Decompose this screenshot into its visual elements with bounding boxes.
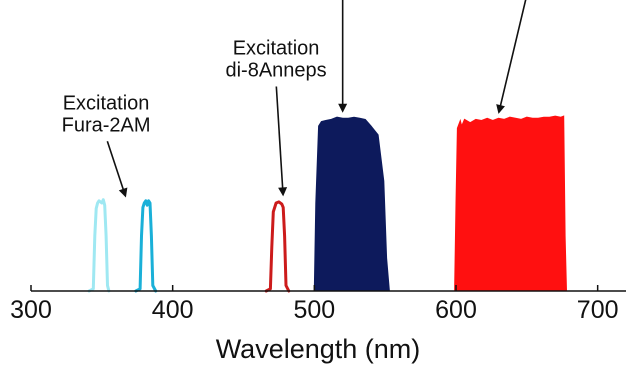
- x-axis: 300 400 500 600 700: [10, 285, 626, 324]
- series-2: [134, 199, 158, 293]
- spectra-series: [87, 115, 568, 293]
- annotation-arrowhead: [278, 187, 288, 197]
- series-1: [87, 198, 111, 293]
- x-tick-label: 600: [435, 296, 477, 324]
- annotation-arrowhead: [338, 103, 348, 113]
- x-tick-label: 700: [577, 296, 619, 324]
- annotation-arrow: [106, 141, 125, 193]
- series-4: [313, 116, 390, 292]
- x-tick-label: 300: [10, 296, 52, 324]
- x-tick-label: 500: [293, 296, 335, 324]
- annotations: ExcitationFura-2AMExcitationdi-8AnnepsEm…: [62, 0, 527, 198]
- annotation-arrow: [499, 0, 527, 109]
- x-axis-label: Wavelength (nm): [216, 334, 421, 364]
- x-tick-label: 400: [152, 296, 194, 324]
- annotation-arrowhead: [118, 187, 128, 198]
- annotation-2: Excitation di-8Anneps: [225, 38, 326, 82]
- annotation-1: Excitation Fura-2AM: [62, 93, 151, 137]
- series-5: [454, 115, 568, 292]
- annotation-arrowhead: [496, 104, 505, 114]
- annotation-arrow: [275, 86, 284, 191]
- series-3: [264, 200, 291, 293]
